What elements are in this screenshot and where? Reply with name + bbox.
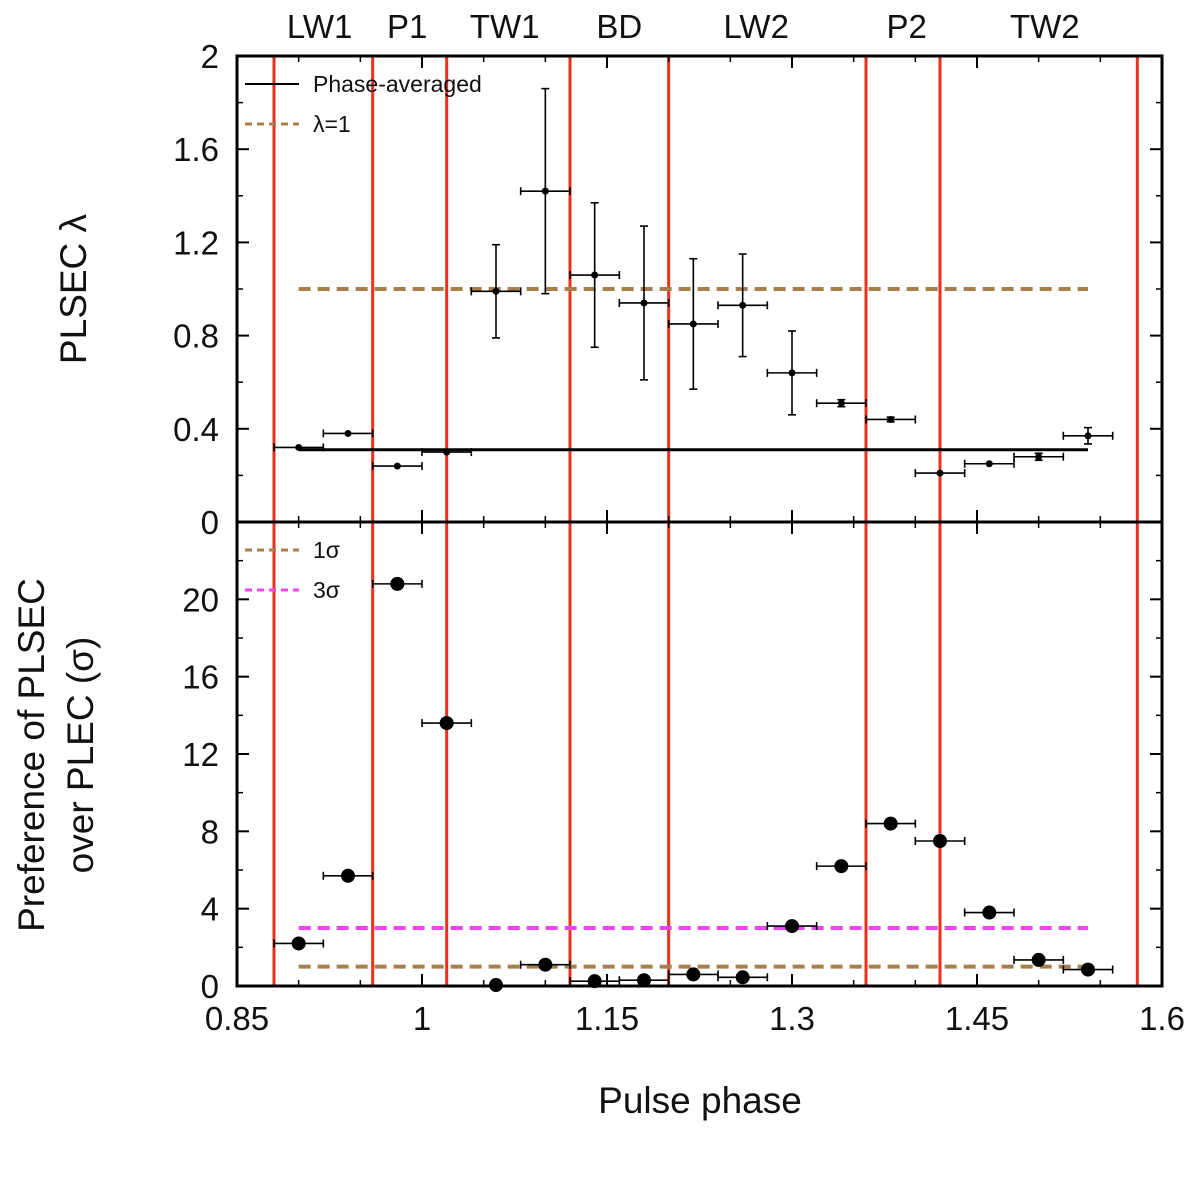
data-point xyxy=(443,448,451,456)
data-point xyxy=(541,187,549,195)
region-label-p1: P1 xyxy=(387,8,427,45)
data-point xyxy=(933,834,947,848)
data-point xyxy=(837,399,845,407)
data-point xyxy=(538,957,553,972)
top-panel xyxy=(235,54,1164,524)
data-point xyxy=(637,973,651,988)
legend-label: Phase-averaged xyxy=(313,71,482,97)
data-point xyxy=(883,816,898,831)
x-tick-label: 1.45 xyxy=(945,1000,1009,1037)
data-point xyxy=(887,415,895,423)
legend-label: 1σ xyxy=(313,537,340,563)
bottom-panel xyxy=(235,520,1164,993)
data-point xyxy=(1084,432,1092,440)
data-point xyxy=(735,970,750,985)
data-point xyxy=(739,301,747,309)
region-label-lw2: LW2 xyxy=(724,8,789,45)
data-point xyxy=(982,905,997,920)
data-point xyxy=(393,462,401,470)
x-tick-label: 1.15 xyxy=(575,1000,639,1037)
top-y-tick-label: 1.6 xyxy=(173,131,219,168)
data-point xyxy=(1081,962,1095,977)
top-y-tick-label: 0.4 xyxy=(173,411,219,448)
region-label-bd: BD xyxy=(596,8,642,45)
bottom-y-tick-label: 8 xyxy=(201,813,219,850)
bottom-y-axis-title-line1: Preference of PLSEC xyxy=(11,578,52,932)
top-y-tick-label: 0.8 xyxy=(173,318,219,355)
data-point xyxy=(390,576,405,591)
legend-label: 3σ xyxy=(313,577,340,603)
region-label-tw2: TW2 xyxy=(1010,8,1080,45)
data-point xyxy=(1035,453,1043,461)
data-point xyxy=(492,287,500,295)
top-y-tick-label: 2 xyxy=(201,38,219,75)
data-point xyxy=(591,271,599,279)
bottom-y-tick-label: 16 xyxy=(182,659,219,696)
x-tick-label: 1.6 xyxy=(1139,1000,1185,1037)
data-point xyxy=(640,299,648,307)
data-point xyxy=(291,936,306,951)
x-tick-label: 0.85 xyxy=(205,1000,269,1037)
data-point xyxy=(936,469,944,477)
data-point xyxy=(689,320,697,328)
bottom-frame xyxy=(235,520,1164,988)
data-point xyxy=(439,716,454,731)
top-y-axis-title: PLSEC λ xyxy=(53,213,94,364)
top-y-tick-label: 0 xyxy=(201,504,219,541)
x-tick-label: 1.3 xyxy=(769,1000,815,1037)
data-point xyxy=(344,429,352,437)
region-label-lw1: LW1 xyxy=(287,8,352,45)
data-point xyxy=(295,443,303,451)
data-point xyxy=(985,460,993,468)
bottom-y-tick-label: 0 xyxy=(201,968,219,1005)
x-axis-title: Pulse phase xyxy=(598,1080,802,1121)
bottom-y-tick-label: 4 xyxy=(201,891,219,928)
bottom-y-tick-label: 20 xyxy=(182,581,219,618)
region-label-p2: P2 xyxy=(887,8,927,45)
data-point xyxy=(788,369,796,377)
data-point xyxy=(341,868,355,883)
legend-label: λ=1 xyxy=(313,111,351,137)
data-point xyxy=(1031,952,1046,967)
data-point xyxy=(785,919,799,934)
data-point xyxy=(834,859,849,874)
region-label-tw1: TW1 xyxy=(470,8,540,45)
bottom-y-axis-title-line2: over PLEC (σ) xyxy=(60,637,101,874)
top-y-tick-label: 1.2 xyxy=(173,224,219,261)
x-tick-label: 1 xyxy=(413,1000,431,1037)
bottom-y-tick-label: 12 xyxy=(182,736,219,773)
data-point xyxy=(686,967,701,982)
